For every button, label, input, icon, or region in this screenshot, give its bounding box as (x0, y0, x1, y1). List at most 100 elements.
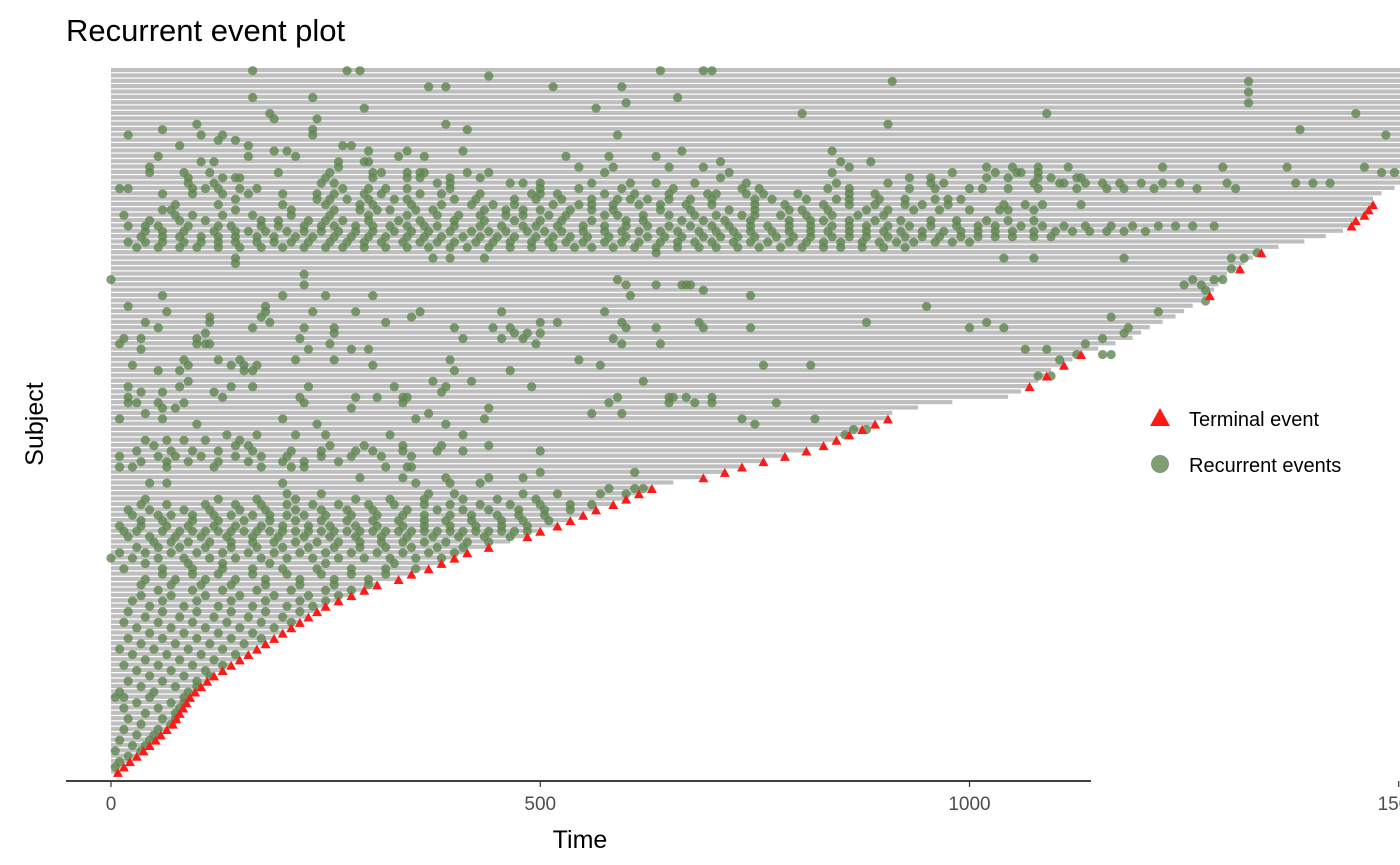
recurrent-event-point (187, 210, 198, 220)
recurrent-event-point (179, 398, 189, 408)
recurrent-event-point (248, 210, 258, 220)
recurrent-event-point (896, 216, 906, 226)
recurrent-event-point (462, 167, 472, 178)
recurrent-event-point (153, 451, 163, 461)
recurrent-event-point (587, 205, 597, 215)
terminal-event-point (124, 757, 135, 767)
recurrent-event-point (883, 178, 893, 188)
terminal-event-point (112, 767, 123, 777)
recurrent-event-point (123, 532, 133, 542)
recurrent-event-point (295, 596, 305, 606)
recurrent-event-point (127, 649, 138, 660)
recurrent-event-point (351, 494, 361, 504)
recurrent-event-point (844, 232, 854, 242)
subject-bar (111, 180, 1400, 185)
recurrent-event-point (501, 210, 511, 220)
subject-bar (111, 726, 167, 731)
recurrent-event-point (149, 644, 159, 654)
terminal-event-point (565, 516, 576, 526)
recurrent-event-point (651, 248, 661, 258)
recurrent-event-point (265, 317, 275, 328)
recurrent-event-point (127, 462, 138, 472)
recurrent-event-point (269, 146, 279, 156)
recurrent-event-point (269, 623, 279, 633)
recurrent-event-point (402, 183, 412, 194)
recurrent-event-point (531, 221, 541, 231)
recurrent-event-point (673, 242, 683, 253)
recurrent-event-point (1102, 226, 1112, 236)
recurrent-event-point (329, 542, 339, 552)
recurrent-event-point (179, 628, 189, 638)
recurrent-event-point (166, 548, 176, 558)
recurrent-event-point (162, 307, 172, 317)
recurrent-event-point (166, 580, 176, 590)
terminal-event-point (1346, 221, 1357, 231)
recurrent-event-point (278, 612, 288, 622)
recurrent-event-point (351, 307, 361, 317)
recurrent-event-point (1059, 178, 1069, 188)
recurrent-event-point (114, 462, 125, 472)
recurrent-event-point (209, 655, 219, 665)
terminal-event-point (202, 676, 213, 686)
recurrent-event-point (278, 242, 288, 253)
recurrent-event-point (162, 649, 172, 660)
subject-bar (111, 89, 1400, 94)
subject-bar (111, 394, 1009, 399)
subject-bar (111, 341, 1116, 346)
recurrent-event-point (243, 612, 253, 622)
terminal-event-point (243, 649, 254, 659)
recurrent-event-point (458, 505, 468, 515)
recurrent-event-point (187, 569, 198, 579)
subject-bar (111, 442, 824, 448)
recurrent-event-point (153, 553, 163, 563)
subject-bar (111, 169, 1400, 174)
recurrent-event-point (256, 553, 266, 563)
recurrent-event-point (561, 237, 571, 247)
terminal-event-point (312, 607, 323, 617)
recurrent-event-point (321, 558, 331, 569)
recurrent-event-point (166, 537, 176, 547)
recurrent-event-point (140, 435, 150, 445)
recurrent-event-point (290, 515, 301, 526)
recurrent-event-point (1192, 183, 1202, 194)
recurrent-event-point (1033, 371, 1043, 381)
subject-bar (111, 426, 863, 432)
recurrent-event-point (209, 462, 219, 472)
recurrent-event-point (475, 478, 485, 488)
recurrent-event-point (406, 462, 417, 472)
recurrent-event-point (445, 183, 455, 194)
recurrent-event-point (518, 178, 528, 188)
recurrent-event-point (162, 478, 172, 488)
recurrent-event-point (243, 457, 253, 467)
recurrent-event-point (183, 644, 193, 654)
x-axis-ticks: 0500100015002000 (106, 781, 1400, 815)
recurrent-event-point (239, 366, 249, 376)
terminal-event-point (736, 462, 747, 472)
recurrent-event-point (861, 317, 872, 328)
recurrent-event-point (608, 242, 618, 253)
recurrent-event-point (123, 221, 133, 231)
recurrent-event-point (157, 291, 168, 301)
terminal-event-point (818, 441, 829, 451)
recurrent-event-point (290, 430, 301, 440)
recurrent-event-point (316, 569, 326, 579)
recurrent-event-point (346, 141, 356, 151)
recurrent-event-point (230, 553, 241, 563)
recurrent-event-point (527, 242, 537, 253)
recurrent-event-point (630, 467, 640, 477)
recurrent-event-point (243, 189, 253, 199)
recurrent-event-point (552, 317, 563, 328)
recurrent-event-point (187, 585, 198, 595)
recurrent-event-point (140, 558, 150, 569)
recurrent-event-point (235, 623, 245, 633)
recurrent-event-point (445, 226, 455, 236)
recurrent-event-point (909, 237, 919, 247)
recurrent-event-point (192, 339, 202, 349)
terminal-event-point (346, 591, 357, 601)
recurrent-event-point (1188, 221, 1198, 231)
recurrent-event-point (299, 398, 309, 408)
recurrent-event-point (964, 237, 975, 247)
terminal-event-point (260, 639, 271, 649)
recurrent-event-point (1188, 274, 1198, 285)
subject-bar (111, 137, 1400, 142)
